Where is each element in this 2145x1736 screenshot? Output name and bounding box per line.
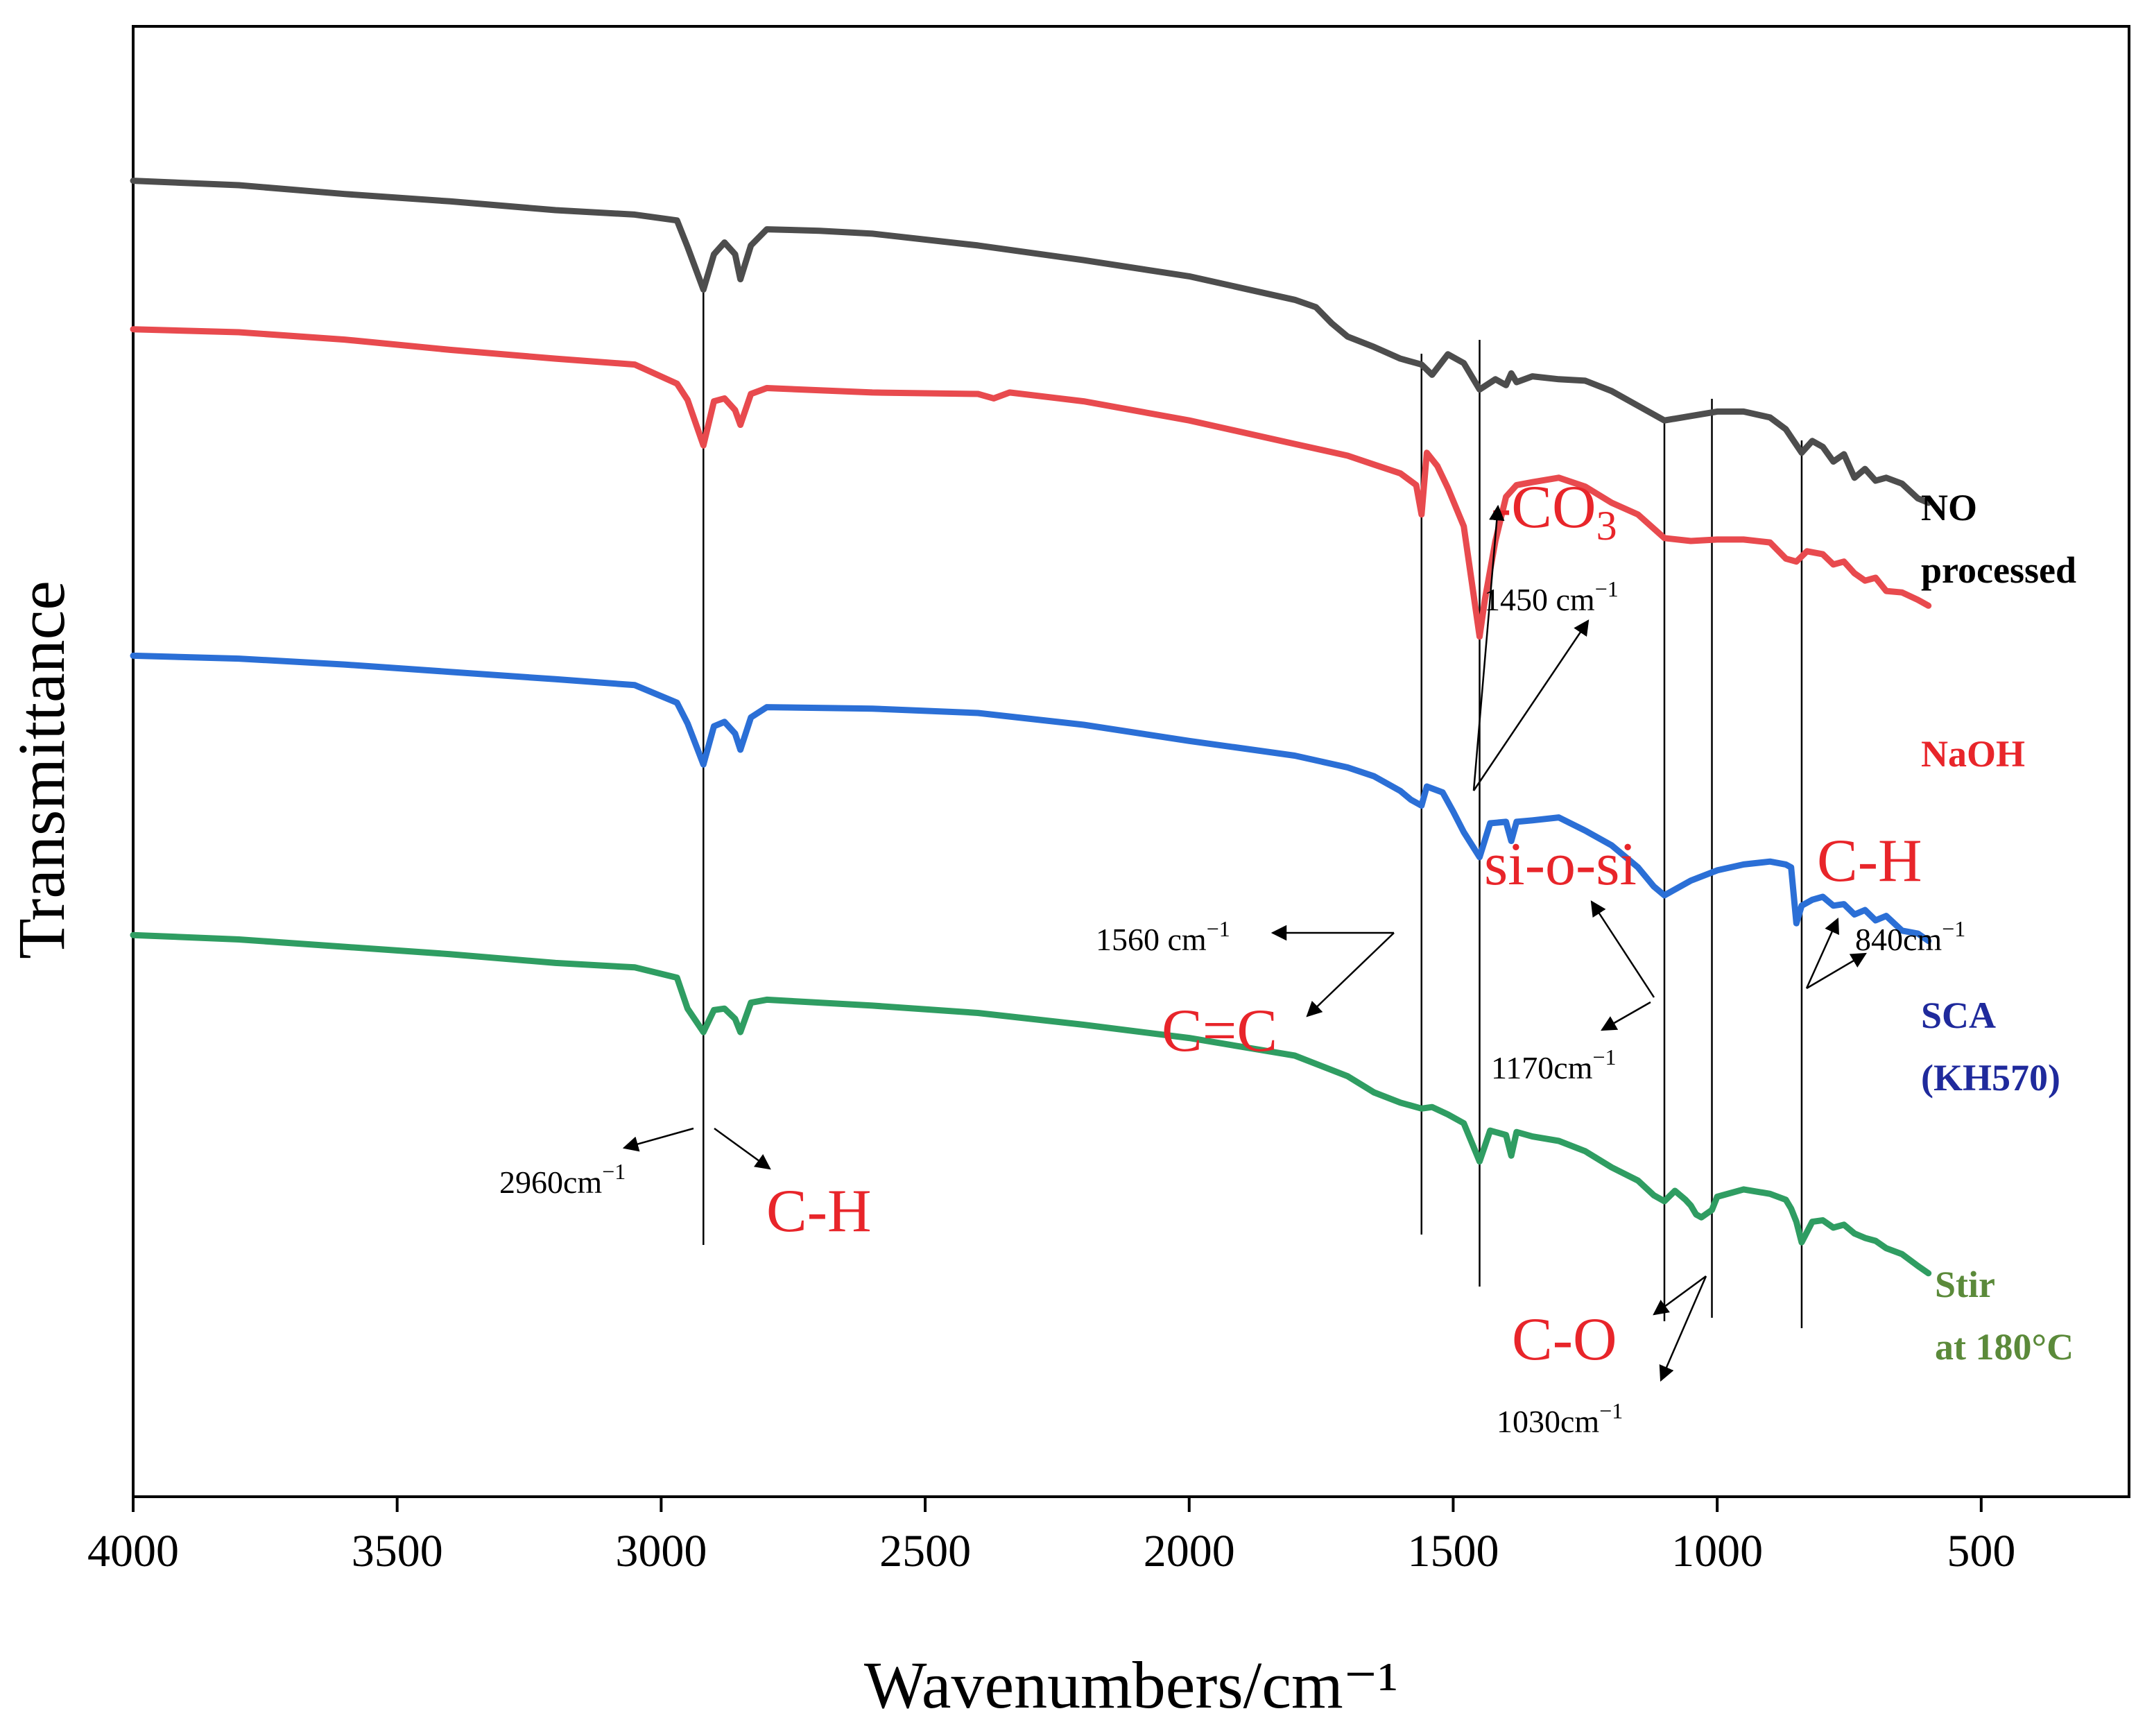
series-label-3: (KH570) — [1921, 1057, 2060, 1099]
x-axis-title: Wavenumbers/cm⁻¹ — [864, 1648, 1398, 1722]
series-labels: NO processed NaOH SCA (KH570) Stir at 180°C — [1921, 487, 2076, 1368]
x-tick-label: 2500 — [879, 1526, 971, 1576]
peak-annotations: -CO3 1450 cm−1 C=C 1560 cm−1 C-H 2960cm−1 si-o… — [499, 474, 1965, 1439]
annotation-co3-wn: 1450 cm−1 — [1484, 576, 1619, 617]
annotation-arrow — [1601, 1001, 1651, 1031]
annotation-cc-wn: 1560 cm−1 — [1096, 916, 1230, 957]
annotation-ch-left: C-H — [766, 1178, 872, 1245]
plot-frame — [132, 25, 2130, 1498]
x-tick-label: 500 — [1947, 1526, 2015, 1576]
x-axis-ticks: 4000 3500 3000 2500 2000 1500 1000 500 — [87, 1497, 2015, 1576]
series-line-3 — [130, 652, 1932, 945]
annotation-ch-left-wn: 2960cm−1 — [499, 1159, 626, 1200]
x-tick-label: 3000 — [615, 1526, 707, 1576]
annotation-cc: C=C — [1162, 997, 1277, 1065]
reference-lines — [703, 284, 1803, 1328]
x-tick-label: 3500 — [352, 1526, 443, 1576]
series-line-2 — [130, 326, 1932, 640]
annotation-arrow — [1472, 619, 1590, 791]
x-tick-label: 2000 — [1144, 1526, 1235, 1576]
annotation-arrow — [622, 1127, 694, 1152]
x-tick-label: 4000 — [87, 1526, 179, 1576]
annotation-arrow — [1306, 932, 1395, 1017]
annotation-arrow — [1653, 1275, 1707, 1316]
annotation-siosi: si-o-si — [1484, 831, 1637, 898]
annotation-ch-right-wn: 840cm−1 — [1855, 916, 1965, 957]
series-label-2: NaOH — [1921, 733, 2025, 775]
x-tick-label: 1000 — [1671, 1526, 1763, 1576]
series-line-1 — [130, 178, 1932, 506]
annotation-arrow — [1805, 917, 1839, 989]
series-label-1: NO — [1921, 487, 1977, 528]
series-line-4 — [130, 931, 1932, 1277]
annotation-arrow — [1590, 900, 1655, 998]
annotation-arrow — [1659, 1275, 1707, 1382]
series-label-4: at 180°C — [1935, 1326, 2074, 1368]
annotation-co3: -CO3 — [1491, 474, 1617, 549]
annotation-arrow — [1806, 952, 1867, 990]
annotation-arrow — [1472, 504, 1505, 791]
y-axis-title: Transmittance — [4, 581, 78, 959]
annotation-co: C-O — [1512, 1306, 1617, 1373]
series-group — [130, 178, 1932, 1277]
series-label-1: processed — [1921, 549, 2076, 591]
annotation-siosi-wn: 1170cm−1 — [1491, 1045, 1617, 1085]
series-label-4: Stir — [1935, 1264, 1995, 1305]
annotation-co-wn: 1030cm−1 — [1497, 1398, 1623, 1439]
annotation-ch-right: C-H — [1817, 827, 1922, 895]
series-label-3: SCA — [1921, 995, 1996, 1036]
x-tick-label: 1500 — [1407, 1526, 1499, 1576]
annotation-arrow — [714, 1127, 771, 1170]
